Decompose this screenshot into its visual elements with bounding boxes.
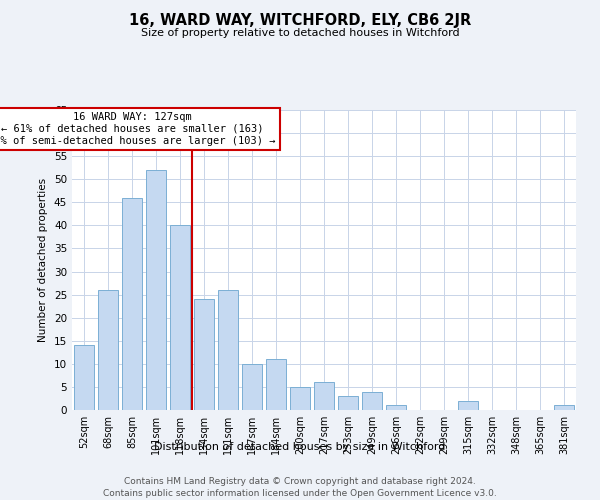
Text: Contains public sector information licensed under the Open Government Licence v3: Contains public sector information licen…	[103, 489, 497, 498]
Text: Size of property relative to detached houses in Witchford: Size of property relative to detached ho…	[140, 28, 460, 38]
Bar	[218, 290, 238, 410]
Text: Contains HM Land Registry data © Crown copyright and database right 2024.: Contains HM Land Registry data © Crown c…	[124, 478, 476, 486]
Bar	[146, 170, 166, 410]
Bar	[554, 406, 574, 410]
Text: 16, WARD WAY, WITCHFORD, ELY, CB6 2JR: 16, WARD WAY, WITCHFORD, ELY, CB6 2JR	[129, 12, 471, 28]
Bar	[98, 290, 118, 410]
Bar	[458, 401, 478, 410]
Bar	[170, 226, 190, 410]
Text: 16 WARD WAY: 127sqm
← 61% of detached houses are smaller (163)
38% of semi-detac: 16 WARD WAY: 127sqm ← 61% of detached ho…	[0, 112, 276, 146]
Bar	[362, 392, 382, 410]
Bar	[266, 359, 286, 410]
Bar	[194, 299, 214, 410]
Bar	[338, 396, 358, 410]
Bar	[122, 198, 142, 410]
Bar	[290, 387, 310, 410]
Bar	[74, 346, 94, 410]
Bar	[314, 382, 334, 410]
Text: Distribution of detached houses by size in Witchford: Distribution of detached houses by size …	[154, 442, 446, 452]
Bar	[242, 364, 262, 410]
Bar	[386, 406, 406, 410]
Y-axis label: Number of detached properties: Number of detached properties	[38, 178, 49, 342]
